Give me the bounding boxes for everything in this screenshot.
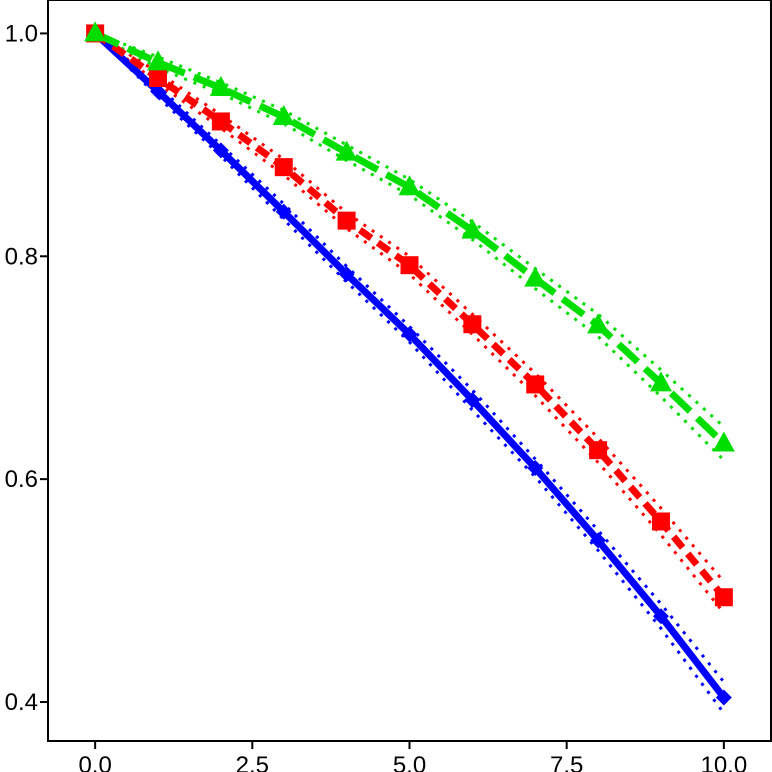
series-2-point-7 [524,266,547,287]
x-tick-label-2: 5.0 [393,752,426,772]
series-1-point-8 [589,441,608,460]
x-tick-label-3: 7.5 [550,752,583,772]
series-0-point-1 [150,83,167,100]
series-markers [84,21,735,706]
series-2-point-0 [84,21,107,42]
series-1-point-1 [149,69,168,87]
series-0-point-9 [652,608,669,625]
series-2-line [93,30,727,447]
confidence-bands [94,32,726,715]
series-2-upper-bound [94,32,725,428]
y-tick-label-2: 0.8 [5,243,38,270]
series-0-point-8 [590,532,607,549]
y-tick-label-1: 0.6 [5,466,38,493]
series-1-point-2 [211,112,230,131]
x-axis: 0.0 2.5 5.0 7.5 10.0 [78,741,747,772]
series-0-point-7 [527,460,544,476]
series-2-point-4 [335,140,358,161]
series-1-point-6 [463,315,482,334]
series-1-point-3 [274,158,293,177]
series-2-point-5 [398,175,421,196]
series-1-lower-bound [94,32,726,614]
series-0-point-3 [275,203,292,220]
series-1-point-10 [714,588,733,607]
series-2-point-1 [147,50,170,71]
y-axis: 0.4 0.6 0.8 1.0 [5,20,48,716]
y-tick-label-3: 1.0 [5,20,38,47]
series-2-point-2 [209,76,232,97]
series-0-point-6 [464,392,481,409]
series-1-point-9 [651,512,670,531]
series-1-point-4 [337,211,356,230]
series-2-point-10 [712,431,735,452]
series-2-point-3 [272,105,295,125]
plot-frame [47,0,772,742]
series-0-point-10 [715,689,732,706]
series-0-point-4 [338,266,355,283]
series-2-point-8 [587,313,610,334]
series-0-upper-bound [94,32,726,683]
series-1-point-5 [400,256,419,275]
x-tick-label-4: 10.0 [700,752,747,772]
series-0-point-2 [212,142,229,159]
series-1-line [93,30,727,600]
series-0-lower-bound [94,32,726,715]
x-tick-label-0: 0.0 [78,752,111,772]
series-1-point-7 [526,375,545,394]
y-tick-label-0: 0.4 [5,689,38,716]
series-0-point-5 [401,326,418,343]
series-2-point-6 [461,218,484,239]
series-2-point-9 [649,371,672,392]
x-tick-label-1: 2.5 [236,752,269,772]
